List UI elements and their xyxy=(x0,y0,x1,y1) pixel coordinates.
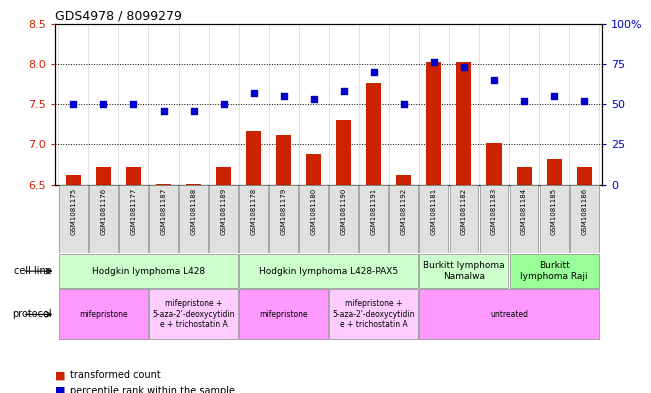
Point xyxy=(249,90,259,96)
Bar xyxy=(510,185,538,253)
Text: protocol: protocol xyxy=(12,309,52,320)
Bar xyxy=(299,185,328,253)
Bar xyxy=(456,62,471,185)
Bar xyxy=(186,184,201,185)
Text: ■: ■ xyxy=(55,370,66,380)
Text: GSM1081175: GSM1081175 xyxy=(70,188,76,235)
Text: ■: ■ xyxy=(55,386,66,393)
Bar xyxy=(239,289,328,340)
Bar xyxy=(59,289,148,340)
Text: GSM1081187: GSM1081187 xyxy=(161,188,167,235)
Text: GSM1081182: GSM1081182 xyxy=(461,188,467,235)
Bar xyxy=(419,185,449,253)
Text: GSM1081179: GSM1081179 xyxy=(281,188,286,235)
Point xyxy=(128,101,139,107)
Bar xyxy=(396,175,411,185)
Point xyxy=(309,96,319,103)
Bar xyxy=(126,167,141,185)
Bar xyxy=(239,254,419,288)
Bar xyxy=(246,131,261,185)
Bar xyxy=(59,185,88,253)
Bar xyxy=(149,185,178,253)
Bar xyxy=(329,289,419,340)
Point xyxy=(549,93,559,99)
Text: Hodgkin lymphoma L428: Hodgkin lymphoma L428 xyxy=(92,267,205,275)
Text: GSM1081176: GSM1081176 xyxy=(100,188,106,235)
Text: GSM1081188: GSM1081188 xyxy=(191,188,197,235)
Text: Burkitt lymphoma
Namalwa: Burkitt lymphoma Namalwa xyxy=(423,261,505,281)
Bar xyxy=(577,167,592,185)
Bar xyxy=(270,185,298,253)
Bar xyxy=(419,289,598,340)
Text: Hodgkin lymphoma L428-PAX5: Hodgkin lymphoma L428-PAX5 xyxy=(259,267,398,275)
Bar xyxy=(209,185,238,253)
Bar xyxy=(329,185,358,253)
Bar xyxy=(359,185,388,253)
Bar xyxy=(486,143,501,185)
Point xyxy=(459,64,469,70)
Text: GSM1081190: GSM1081190 xyxy=(340,188,347,235)
Point xyxy=(98,101,109,107)
Bar xyxy=(89,185,118,253)
Bar xyxy=(96,167,111,185)
Text: GSM1081184: GSM1081184 xyxy=(521,188,527,235)
Text: mifepristone +
5-aza-2'-deoxycytidin
e + trichostatin A: mifepristone + 5-aza-2'-deoxycytidin e +… xyxy=(333,299,415,329)
Bar xyxy=(66,175,81,185)
Text: transformed count: transformed count xyxy=(70,370,160,380)
Bar xyxy=(276,135,291,185)
Text: GSM1081185: GSM1081185 xyxy=(551,188,557,235)
Point xyxy=(398,101,409,107)
Point xyxy=(519,98,529,104)
Text: untreated: untreated xyxy=(490,310,528,319)
Bar xyxy=(156,184,171,185)
Bar xyxy=(540,185,568,253)
Text: percentile rank within the sample: percentile rank within the sample xyxy=(70,386,234,393)
Point xyxy=(489,77,499,83)
Text: GSM1081192: GSM1081192 xyxy=(401,188,407,235)
Point xyxy=(429,59,439,65)
Text: cell line: cell line xyxy=(14,266,52,276)
Text: mifepristone +
5-aza-2'-deoxycytidin
e + trichostatin A: mifepristone + 5-aza-2'-deoxycytidin e +… xyxy=(152,299,235,329)
Bar xyxy=(480,185,508,253)
Bar xyxy=(450,185,478,253)
Point xyxy=(368,69,379,75)
Text: GSM1081191: GSM1081191 xyxy=(371,188,377,235)
Point xyxy=(218,101,229,107)
Text: GSM1081183: GSM1081183 xyxy=(491,188,497,235)
Bar xyxy=(306,154,321,185)
Bar xyxy=(179,185,208,253)
Text: GSM1081181: GSM1081181 xyxy=(431,188,437,235)
Text: GSM1081189: GSM1081189 xyxy=(221,188,227,235)
Text: GSM1081177: GSM1081177 xyxy=(130,188,137,235)
Point xyxy=(579,98,589,104)
Point xyxy=(339,88,349,94)
Text: mifepristone: mifepristone xyxy=(259,310,308,319)
Bar xyxy=(510,254,598,288)
Bar xyxy=(516,167,532,185)
Text: GSM1081186: GSM1081186 xyxy=(581,188,587,235)
Bar xyxy=(119,185,148,253)
Bar xyxy=(389,185,419,253)
Bar xyxy=(547,159,562,185)
Bar xyxy=(570,185,598,253)
Point xyxy=(158,107,169,114)
Bar xyxy=(239,185,268,253)
Point xyxy=(68,101,79,107)
Text: mifepristone: mifepristone xyxy=(79,310,128,319)
Point xyxy=(188,107,199,114)
Bar xyxy=(149,289,238,340)
Bar xyxy=(426,62,441,185)
Bar xyxy=(367,83,381,185)
Text: GSM1081178: GSM1081178 xyxy=(251,188,256,235)
Bar xyxy=(419,254,508,288)
Bar xyxy=(59,254,238,288)
Point xyxy=(279,93,289,99)
Text: Burkitt
lymphoma Raji: Burkitt lymphoma Raji xyxy=(520,261,588,281)
Text: GDS4978 / 8099279: GDS4978 / 8099279 xyxy=(55,9,182,22)
Bar xyxy=(216,167,231,185)
Text: GSM1081180: GSM1081180 xyxy=(311,188,317,235)
Bar xyxy=(337,120,352,185)
